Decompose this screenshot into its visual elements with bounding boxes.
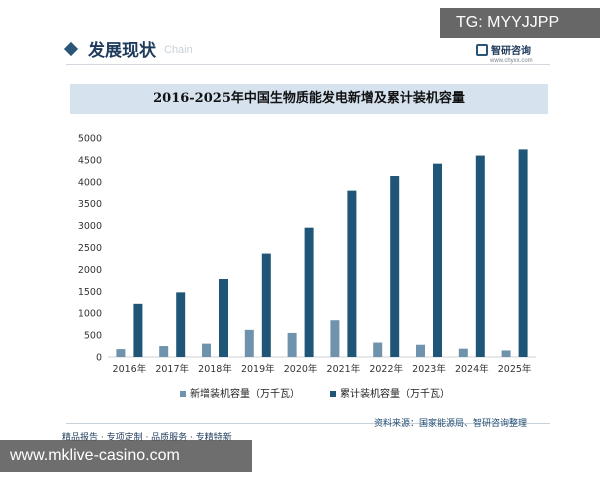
y-tick-label: 2000 xyxy=(78,265,102,276)
y-tick-label: 4500 xyxy=(78,155,102,166)
chart-title-band xyxy=(70,84,548,114)
footer-divider xyxy=(66,423,550,424)
data-source: 资料来源：国家能源局、智研咨询整理 xyxy=(374,419,528,429)
tg-overlay-tag: TG: MYYJJPP xyxy=(440,8,600,38)
chart-title: 2016-2025年中国生物质能发电新增及累计装机容量 xyxy=(153,91,465,106)
y-tick-label: 5000 xyxy=(78,134,102,145)
legend-swatch xyxy=(180,391,186,397)
bar-layer xyxy=(116,149,528,357)
y-tick-label: 500 xyxy=(84,331,102,342)
x-tick-label: 2019年 xyxy=(241,363,275,375)
bar-cumulative-capacity xyxy=(347,190,357,357)
bar-cumulative-capacity xyxy=(475,155,485,357)
bar-cumulative-capacity xyxy=(518,149,528,357)
bar-new-capacity xyxy=(458,348,468,357)
legend-label: 累计装机容量（万千瓦） xyxy=(340,387,450,400)
y-tick-label: 4000 xyxy=(78,177,102,188)
bar-new-capacity xyxy=(330,320,340,357)
x-tick-label: 2022年 xyxy=(369,363,403,375)
x-tick-label: 2021年 xyxy=(327,363,361,375)
axis-layer: 0 500 1000 1500 2000 2500 3000 3500 4000 4500 5000… xyxy=(78,134,536,375)
y-tick-label: 2500 xyxy=(78,243,102,254)
footer-slogan: 精品报告 · 专项定制 · 品质服务 · 专精特新 xyxy=(62,433,232,443)
bar-new-capacity xyxy=(501,350,511,357)
x-tick-label: 2018年 xyxy=(198,363,232,375)
url-overlay-band: www.mklive-casino.com xyxy=(0,440,252,472)
y-tick-label: 1500 xyxy=(78,287,102,298)
bar-new-capacity xyxy=(202,343,211,357)
bar-new-capacity xyxy=(116,349,126,357)
y-tick-label: 1000 xyxy=(78,309,102,320)
y-tick-label: 0 xyxy=(96,353,102,364)
y-tick-label: 3500 xyxy=(78,199,102,210)
brand-name: 智研咨询 xyxy=(491,46,531,57)
bar-new-capacity xyxy=(373,342,383,357)
brand-mark-icon xyxy=(476,44,488,56)
bar-cumulative-capacity xyxy=(261,253,271,357)
bar-cumulative-capacity xyxy=(133,303,143,357)
section-ghost-text: Chain xyxy=(164,44,193,56)
bar-cumulative-capacity xyxy=(304,227,314,357)
bar-new-capacity xyxy=(287,332,297,357)
x-tick-label: 2020年 xyxy=(284,363,318,375)
bar-cumulative-capacity xyxy=(433,163,442,357)
bar-cumulative-capacity xyxy=(219,278,228,357)
header-divider xyxy=(66,64,550,65)
y-tick-label: 3000 xyxy=(78,221,102,232)
x-tick-label: 2023年 xyxy=(412,363,446,375)
x-tick-label: 2025年 xyxy=(498,363,532,375)
section-title: 发展现状 xyxy=(88,41,156,61)
bar-new-capacity xyxy=(159,346,169,357)
bar-cumulative-capacity xyxy=(390,176,400,357)
legend-label: 新增装机容量（万千瓦） xyxy=(190,387,300,400)
x-tick-label: 2017年 xyxy=(155,363,189,375)
bar-cumulative-capacity xyxy=(176,292,186,357)
legend: 新增装机容量（万千瓦） 累计装机容量（万千瓦） xyxy=(180,387,450,400)
brand-logo: 智研咨询 xyxy=(476,42,531,57)
bar-new-capacity xyxy=(416,344,425,357)
bar-new-capacity xyxy=(244,329,254,357)
x-tick-label: 2016年 xyxy=(113,363,147,375)
legend-swatch xyxy=(330,391,336,397)
x-tick-label: 2024年 xyxy=(455,363,489,375)
brand-url: www.chyxx.com xyxy=(490,58,533,64)
